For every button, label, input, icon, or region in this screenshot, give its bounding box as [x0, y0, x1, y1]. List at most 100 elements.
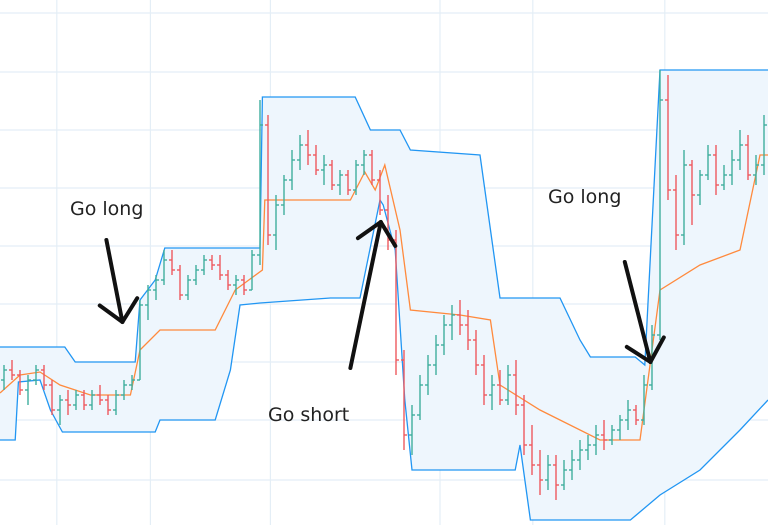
annotation-go-long-1: Go long [70, 198, 143, 220]
arrow-head [624, 335, 666, 364]
ohlc-bar [681, 150, 687, 245]
ohlc-bar [249, 250, 255, 291]
ohlc-bar [201, 255, 207, 275]
ohlc-bar [601, 420, 607, 450]
ohlc-bar [369, 150, 375, 185]
lower-channel-line [0, 198, 768, 521]
ohlc-bar [481, 355, 487, 405]
ohlc-bar [705, 145, 711, 180]
ohlc-bar [1, 365, 7, 390]
ohlc-bar [225, 270, 231, 290]
ohlc-bar [641, 375, 647, 425]
annotation-arrow [348, 220, 398, 370]
ohlc-bar [353, 160, 359, 195]
ohlc-bar [633, 405, 639, 425]
arrow-shaft [622, 260, 653, 364]
ohlc-bar [17, 370, 23, 395]
ohlc-bar [673, 175, 679, 250]
ohlc-bar [713, 145, 719, 195]
ohlc-bar [121, 380, 127, 400]
ohlc-bar [657, 70, 663, 340]
ohlc-bar [537, 450, 543, 495]
ohlc-bar [329, 160, 335, 190]
ohlc-bar [617, 415, 623, 440]
ohlc-bars [1, 70, 767, 500]
ohlc-bar [401, 350, 407, 450]
ohlc-bar [593, 425, 599, 455]
ohlc-bar [529, 425, 535, 475]
ohlc-bar [753, 155, 759, 185]
ohlc-bar [305, 130, 311, 165]
ohlc-bar [129, 375, 135, 390]
ohlc-bar [449, 305, 455, 340]
ohlc-bar [273, 195, 279, 250]
ohlc-bar [545, 455, 551, 490]
upper-channel-line [0, 69, 768, 367]
ohlc-bar [377, 170, 383, 215]
ohlc-bar [209, 255, 215, 270]
ohlc-bar [185, 275, 191, 300]
ohlc-bar [25, 375, 31, 405]
ohlc-bar [297, 135, 303, 170]
ohlc-bar [65, 390, 71, 415]
arrow-head [97, 296, 140, 324]
arrow-shaft [104, 238, 125, 324]
ohlc-bar [289, 150, 295, 190]
ohlc-bar [721, 165, 727, 190]
ohlc-bar [321, 155, 327, 185]
ohlc-bar [361, 150, 367, 175]
arrow-shaft [348, 220, 383, 370]
annotation-go-short: Go short [268, 404, 349, 426]
ohlc-bar [737, 130, 743, 170]
ohlc-bar [41, 365, 47, 390]
ohlc-bar [433, 335, 439, 375]
ohlc-bar [665, 75, 671, 200]
ohlc-bar [153, 275, 159, 300]
ohlc-bar [585, 435, 591, 460]
ohlc-bar [177, 265, 183, 300]
ohlc-bar [105, 395, 111, 415]
ohlc-bar [193, 265, 199, 285]
ohlc-bar [625, 400, 631, 430]
ohlc-bar [505, 365, 511, 405]
channel-fill [0, 70, 768, 520]
ohlc-bar [337, 170, 343, 195]
ohlc-bar [489, 375, 495, 410]
annotation-arrow [97, 238, 140, 324]
ohlc-bar [241, 275, 247, 295]
ohlc-bar [145, 285, 151, 320]
ohlc-bar [113, 390, 119, 415]
ohlc-bar [89, 390, 95, 410]
arrow-head [355, 220, 398, 248]
ohlc-bar [577, 440, 583, 470]
ohlc-bar [417, 375, 423, 420]
ohlc-bar [49, 380, 55, 415]
ohlc-bar [345, 170, 351, 195]
ohlc-bar [161, 250, 167, 285]
ohlc-bar [497, 370, 503, 405]
ohlc-bar [81, 390, 87, 410]
ohlc-bar [233, 275, 239, 295]
ohlc-bar [137, 300, 143, 381]
ohlc-bar [9, 360, 15, 380]
ohlc-bar [697, 170, 703, 205]
ohlc-bar [745, 135, 751, 180]
ohlc-bar [513, 360, 519, 415]
ohlc-bar [561, 460, 567, 490]
ohlc-bar [169, 250, 175, 275]
ohlc-bar [441, 315, 447, 355]
ohlc-bar [729, 150, 735, 185]
ohlc-bar [761, 115, 767, 175]
ohlc-bar [33, 365, 39, 385]
ohlc-bar [521, 395, 527, 455]
ohlc-bar [409, 405, 415, 455]
ohlc-bar [425, 355, 431, 395]
ohlc-bar [97, 385, 103, 405]
ohlc-bar [609, 425, 615, 445]
ohlc-bar [73, 390, 79, 410]
annotation-arrow [622, 260, 666, 364]
ohlc-bar [457, 300, 463, 335]
annotation-go-long-2: Go long [548, 186, 621, 208]
ohlc-bar [57, 395, 63, 425]
ohlc-bar [553, 455, 559, 500]
